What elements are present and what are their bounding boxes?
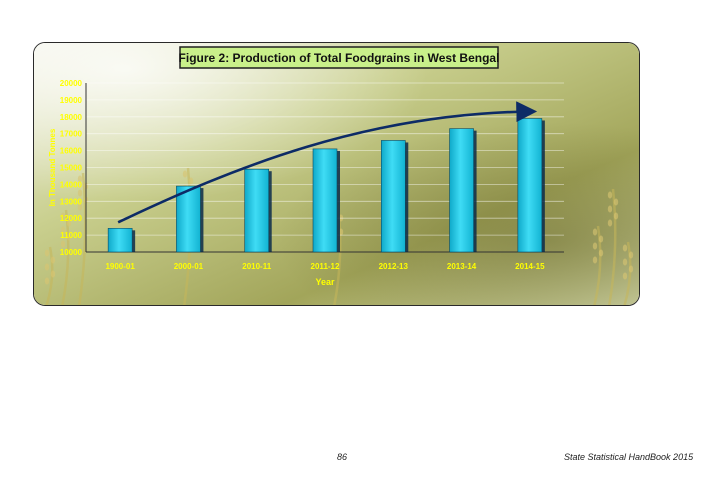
grain-kernel (607, 191, 613, 199)
x-tick-label: 2011-12 (311, 262, 340, 271)
grain-kernel (607, 205, 613, 213)
grain-kernel (592, 228, 598, 236)
y-tick-label: 10000 (60, 248, 83, 257)
grain-kernel (622, 272, 628, 280)
grain-kernel (622, 258, 628, 266)
grain-kernel (60, 240, 66, 248)
grain-stalk (593, 225, 602, 305)
y-axis-title: In Thousand Tonnes (48, 128, 57, 206)
grain-kernel (188, 177, 194, 185)
grain-kernel (598, 249, 604, 257)
x-axis-title: Year (315, 277, 335, 287)
x-tick-label: 2000-01 (174, 262, 204, 271)
bar (380, 140, 406, 253)
x-tick-label: 2014-15 (515, 262, 545, 271)
grain-kernel (50, 270, 56, 278)
chart-frame: 10000 11000 12000 13000 14000 15000 16000 17000… (33, 42, 640, 306)
grain-stalk (78, 172, 87, 305)
grain-kernel (592, 256, 598, 264)
bar (244, 168, 270, 253)
y-tick-label: 17000 (60, 130, 83, 139)
grain-kernel (77, 175, 83, 183)
grain-kernel (66, 233, 72, 241)
grain-kernel (592, 242, 598, 250)
bar (449, 128, 474, 253)
grain-kernel (50, 256, 56, 264)
grain-kernel (44, 249, 50, 257)
y-tick-label: 18000 (60, 113, 83, 122)
grain-kernel (613, 212, 619, 220)
grain-kernel (613, 198, 619, 206)
grain-kernel (60, 226, 66, 234)
grain-kernel (44, 277, 50, 285)
grain-kernel (607, 219, 613, 227)
bar (312, 148, 338, 253)
grain-stalk (623, 241, 632, 305)
production-chart: 10000 11000 12000 13000 14000 15000 16000 17000… (34, 43, 639, 305)
y-tick-label: 11000 (60, 231, 82, 240)
grain-kernel (598, 235, 604, 243)
chart-title-box: Figure 2: Production of Total Foodgrains… (179, 46, 500, 69)
grain-kernel (628, 251, 634, 259)
grain-kernel (77, 203, 83, 211)
x-tick-label: 2012-13 (379, 262, 409, 271)
x-tick-label: 2010-11 (242, 262, 271, 271)
grain-kernel (628, 265, 634, 273)
y-tick-label: 15000 (60, 164, 83, 173)
chart-title: Figure 2: Production of Total Foodgrains… (179, 51, 500, 65)
y-tick-label: 12000 (60, 214, 83, 223)
x-tick-label: 1900-01 (105, 262, 135, 271)
grain-kernel (66, 219, 72, 227)
y-tick-label: 16000 (60, 147, 83, 156)
trend-arrow (117, 101, 538, 224)
y-tick-label: 14000 (60, 180, 83, 189)
y-tick-label: 20000 (60, 79, 83, 88)
bar (517, 118, 543, 253)
y-tick-label: 19000 (60, 96, 83, 105)
grain-kernel (60, 212, 66, 220)
x-tick-label: 2013-14 (447, 262, 477, 271)
bar (107, 228, 133, 253)
grain-stalk (61, 209, 70, 305)
grain-kernel (77, 189, 83, 197)
y-tick-label: 13000 (60, 197, 83, 206)
grain-kernel (182, 170, 188, 178)
bar (176, 185, 201, 253)
page-number: 86 (337, 452, 348, 462)
grain-kernel (622, 244, 628, 252)
grain-kernel (44, 263, 50, 271)
publication-title: State Statistical HandBook 2015 (564, 452, 694, 462)
